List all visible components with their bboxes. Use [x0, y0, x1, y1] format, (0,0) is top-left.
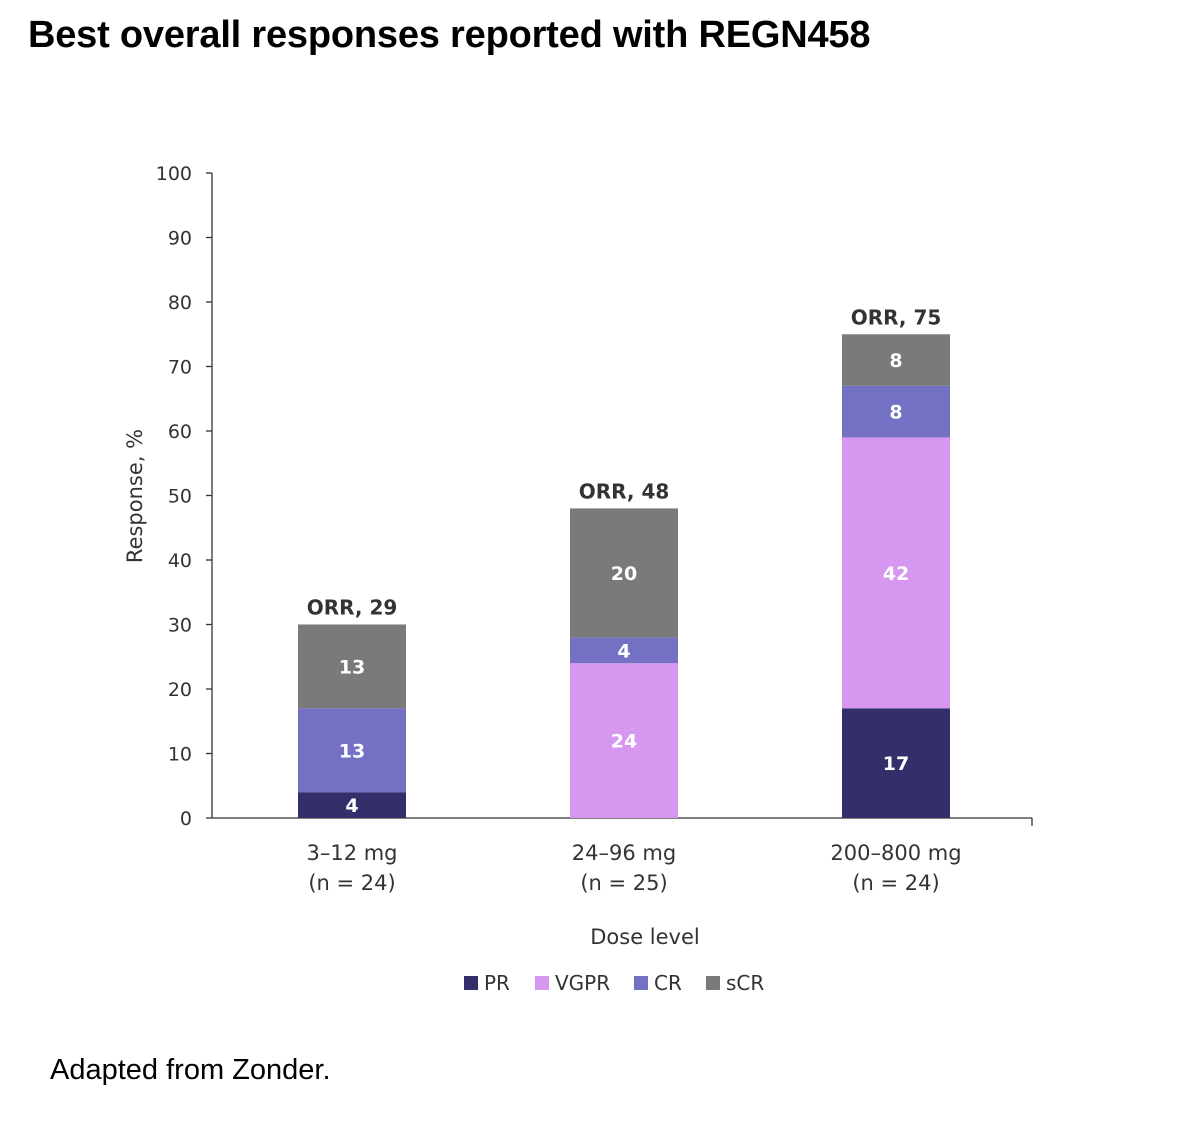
- footnote: Adapted from Zonder.: [50, 1054, 331, 1086]
- bar-segment-scr: [298, 624, 406, 709]
- x-tick-label: 24–96 mg: [572, 841, 676, 865]
- bar-segment-cr: [298, 708, 406, 793]
- y-axis: 0 10 20 30 40 50 60 70 80 90 100: [156, 163, 213, 830]
- x-tick-label: 200–800 mg: [830, 841, 961, 865]
- legend-label: VGPR: [555, 971, 610, 995]
- x-tick-sublabel: (n = 24): [308, 871, 395, 895]
- y-axis-label: Response, %: [123, 429, 147, 563]
- bar-segment-pr: [842, 708, 950, 818]
- bar-segment-vgpr: [570, 663, 678, 818]
- legend-swatch-cr: [634, 976, 648, 990]
- legend-label: sCR: [726, 971, 764, 995]
- legend: PR VGPR CR sCR: [464, 971, 764, 995]
- legend-swatch-scr: [706, 976, 720, 990]
- orr-total-label: ORR, 29: [307, 596, 398, 620]
- data-label: 20: [611, 563, 637, 585]
- data-label: 13: [339, 656, 365, 678]
- bar-segment-scr: [842, 334, 950, 386]
- x-axis: 3–12 mg (n = 24) 24–96 mg (n = 25) 200–800 m…: [212, 817, 1033, 895]
- stacked-bar-chart: 0 10 20 30 40 50 60 70 80 90 100 3–12 mg (n = 24) 24…: [123, 163, 1033, 995]
- y-tick-label: 80: [168, 292, 192, 314]
- orr-total-label: ORR, 75: [851, 305, 942, 329]
- orr-total-label: ORR, 48: [579, 479, 670, 503]
- page-title: Best overall responses reported with REG…: [28, 14, 871, 56]
- x-tick-sublabel: (n = 24): [852, 871, 939, 895]
- data-label: 4: [345, 795, 358, 817]
- legend-label: CR: [654, 971, 682, 995]
- y-tick-label: 0: [180, 808, 192, 830]
- data-label: 8: [889, 350, 902, 372]
- x-tick-label: 3–12 mg: [306, 841, 397, 865]
- data-label: 24: [611, 731, 637, 753]
- legend-label: PR: [484, 971, 510, 995]
- data-label: 4: [617, 640, 630, 662]
- y-tick-label: 70: [168, 357, 192, 379]
- y-tick-label: 60: [168, 421, 192, 443]
- y-tick-label: 10: [168, 744, 192, 766]
- y-tick-label: 90: [168, 228, 192, 250]
- y-tick-label: 40: [168, 550, 192, 572]
- data-label: 17: [883, 753, 909, 775]
- bar-segment-vgpr: [842, 437, 950, 709]
- bars: 4 13 13 ORR, 29 24 4 20 ORR, 48 17 42 8 8 ORR, 75: [298, 305, 950, 818]
- bar-segment-cr: [570, 637, 678, 664]
- data-label: 13: [339, 740, 365, 762]
- bar-segment-cr: [842, 385, 950, 438]
- legend-swatch-vgpr: [535, 976, 549, 990]
- y-tick-label: 100: [156, 163, 192, 185]
- x-axis-label: Dose level: [590, 925, 700, 949]
- y-tick-label: 30: [168, 615, 192, 637]
- y-tick-label: 50: [168, 486, 192, 508]
- x-tick-sublabel: (n = 25): [580, 871, 667, 895]
- data-label: 8: [889, 402, 902, 424]
- bar-segment-pr: [298, 792, 406, 818]
- data-label: 42: [883, 563, 909, 585]
- legend-swatch-pr: [464, 976, 478, 990]
- y-tick-label: 20: [168, 679, 192, 701]
- bar-segment-scr: [570, 508, 678, 638]
